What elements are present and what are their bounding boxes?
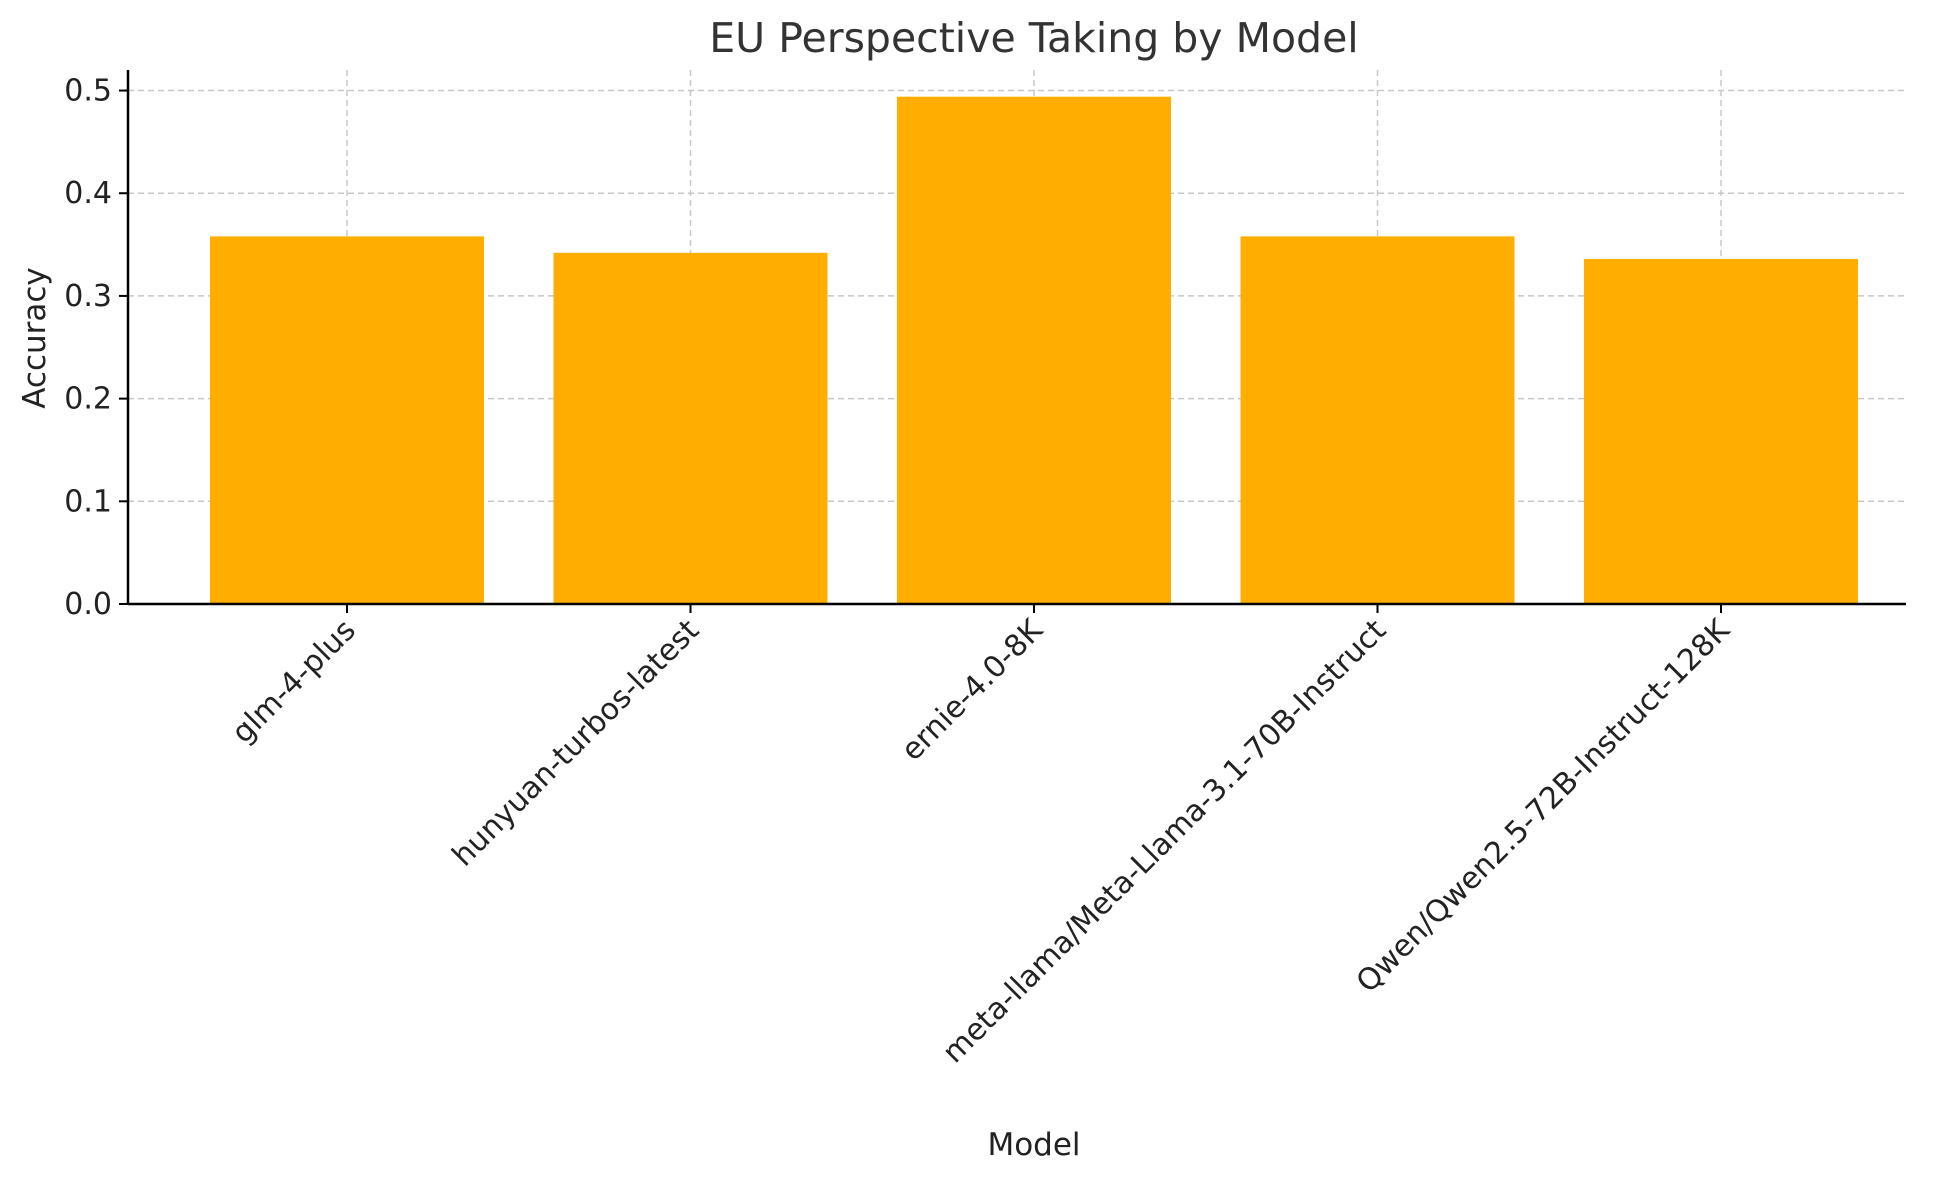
- y-tick-label: 0.1: [64, 484, 112, 519]
- y-tick-label: 0.5: [64, 74, 112, 109]
- y-tick-label: 0.2: [64, 382, 112, 417]
- bar-3: [897, 96, 1171, 604]
- y-tick-label: 0.0: [64, 587, 112, 622]
- bar-4: [1240, 236, 1515, 604]
- y-axis-title: Accuracy: [17, 267, 53, 409]
- x-axis-title: Model: [987, 1127, 1080, 1163]
- bar-5: [1584, 258, 1858, 604]
- bar-1: [210, 236, 484, 604]
- x-tick-label: hunyuan-turbos-latest: [446, 613, 707, 874]
- x-tick-label: glm-4-plus: [225, 613, 362, 750]
- x-tick-label: ernie-4.0-8K: [895, 612, 1051, 768]
- bar-2: [553, 252, 828, 605]
- y-tick-label: 0.3: [64, 279, 112, 314]
- bars: [210, 96, 1858, 605]
- y-tick-label: 0.4: [64, 176, 112, 211]
- x-tick-label: Qwen/Qwen2.5-72B-Instruct-128K: [1350, 612, 1738, 1000]
- chart-title: EU Perspective Taking by Model: [709, 14, 1358, 62]
- axes: [126, 70, 1906, 606]
